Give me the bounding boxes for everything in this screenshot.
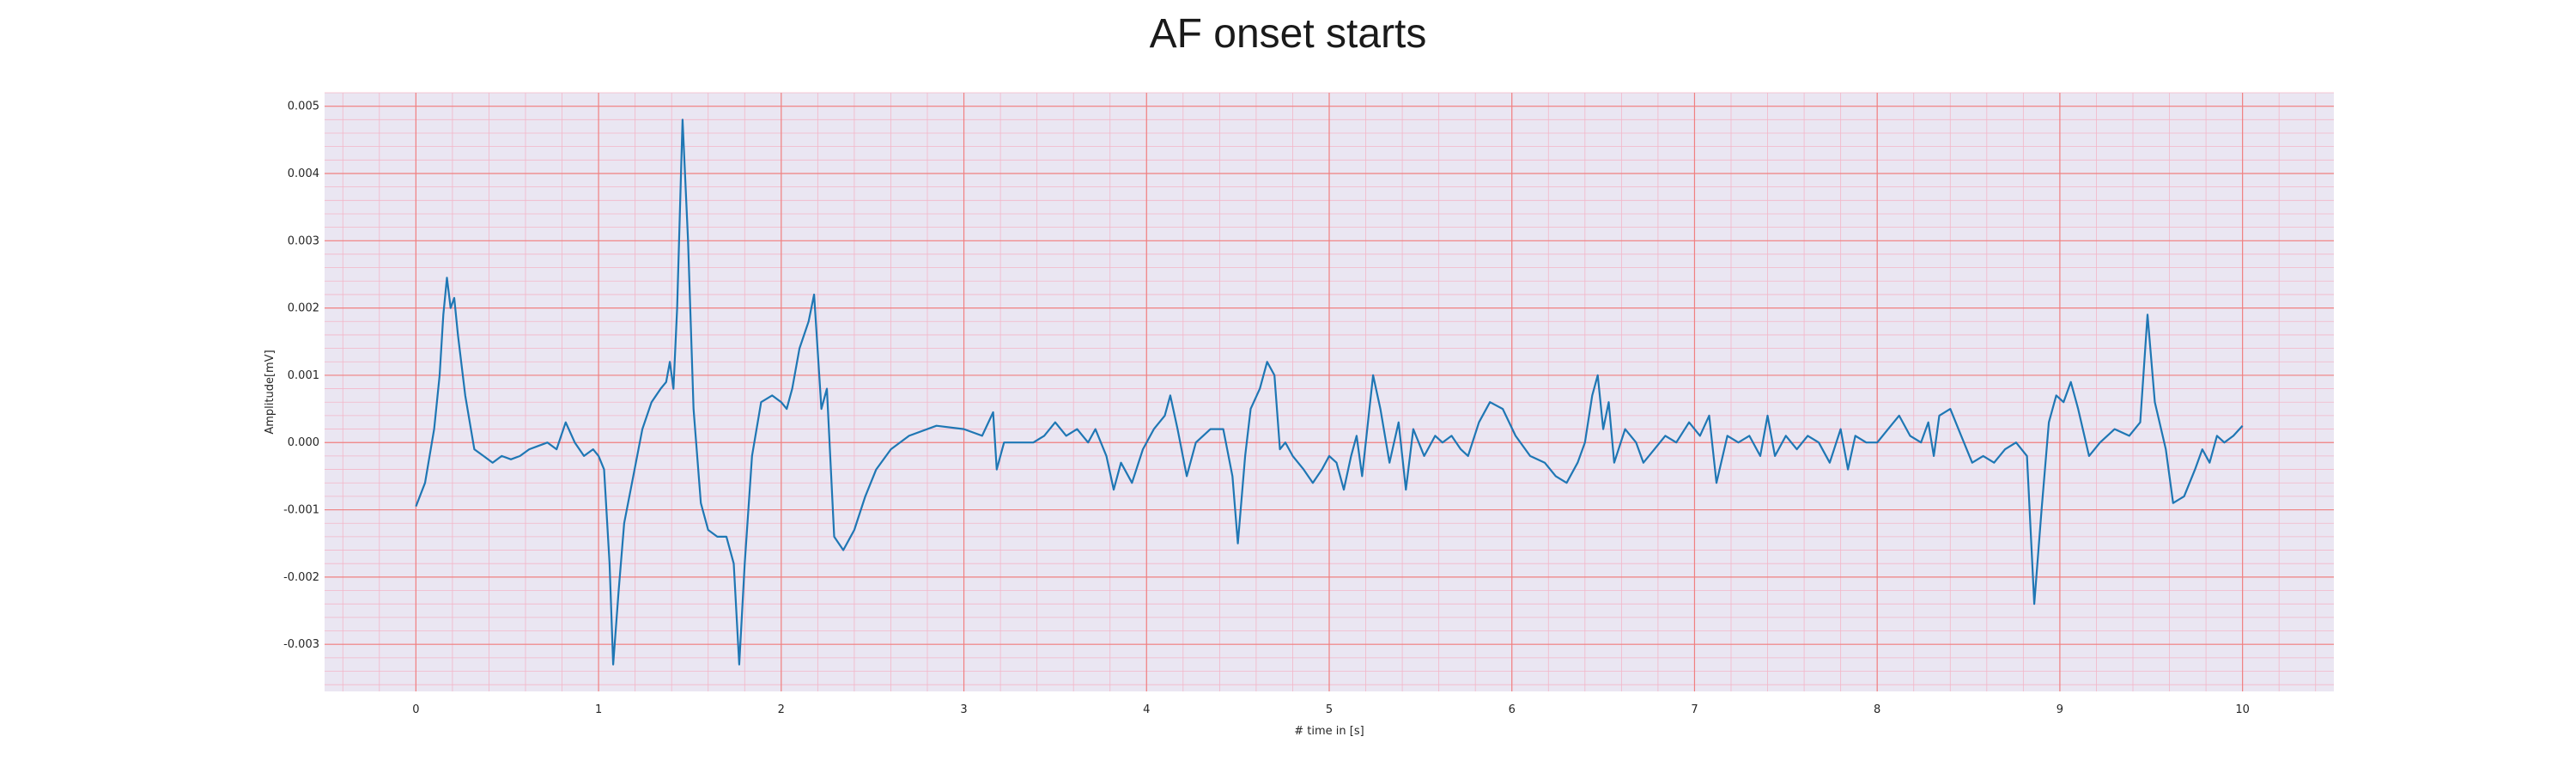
x-tick-label: 5 (1326, 703, 1333, 716)
x-tick-label: 9 (2057, 703, 2063, 716)
x-tick-label: 6 (1509, 703, 1516, 716)
x-tick-label: 0 (412, 703, 419, 716)
y-tick-label: 0.000 (288, 436, 319, 449)
y-axis-label: Amplitude[mV] (264, 350, 276, 434)
major-grid (325, 93, 2334, 691)
x-axis-ticks: 0 1 2 3 4 5 6 7 8 9 10 (412, 703, 2250, 716)
y-tick-label: 0.005 (288, 100, 319, 113)
y-tick-label: -0.003 (283, 638, 319, 651)
ecg-signal-line (415, 119, 2244, 666)
x-tick-label: 8 (1874, 703, 1880, 716)
y-tick-label: -0.002 (283, 571, 319, 584)
y-tick-label: 0.003 (288, 234, 319, 247)
x-tick-label: 4 (1143, 703, 1150, 716)
x-tick-label: 1 (595, 703, 602, 716)
x-tick-label: 3 (960, 703, 967, 716)
y-tick-label: 0.002 (288, 302, 319, 315)
y-tick-label: -0.001 (283, 504, 319, 517)
y-tick-label: 0.004 (288, 167, 319, 180)
x-tick-label: 2 (778, 703, 785, 716)
x-tick-label: 7 (1691, 703, 1698, 716)
y-axis-ticks: -0.003 -0.002 -0.001 0.000 0.001 0.002 0.003 0.… (283, 100, 319, 652)
x-axis-label: # time in [s] (1294, 725, 1364, 738)
y-tick-label: 0.001 (288, 369, 319, 382)
chart-title: AF onset starts (1150, 11, 1427, 57)
x-tick-label: 10 (2235, 703, 2250, 716)
